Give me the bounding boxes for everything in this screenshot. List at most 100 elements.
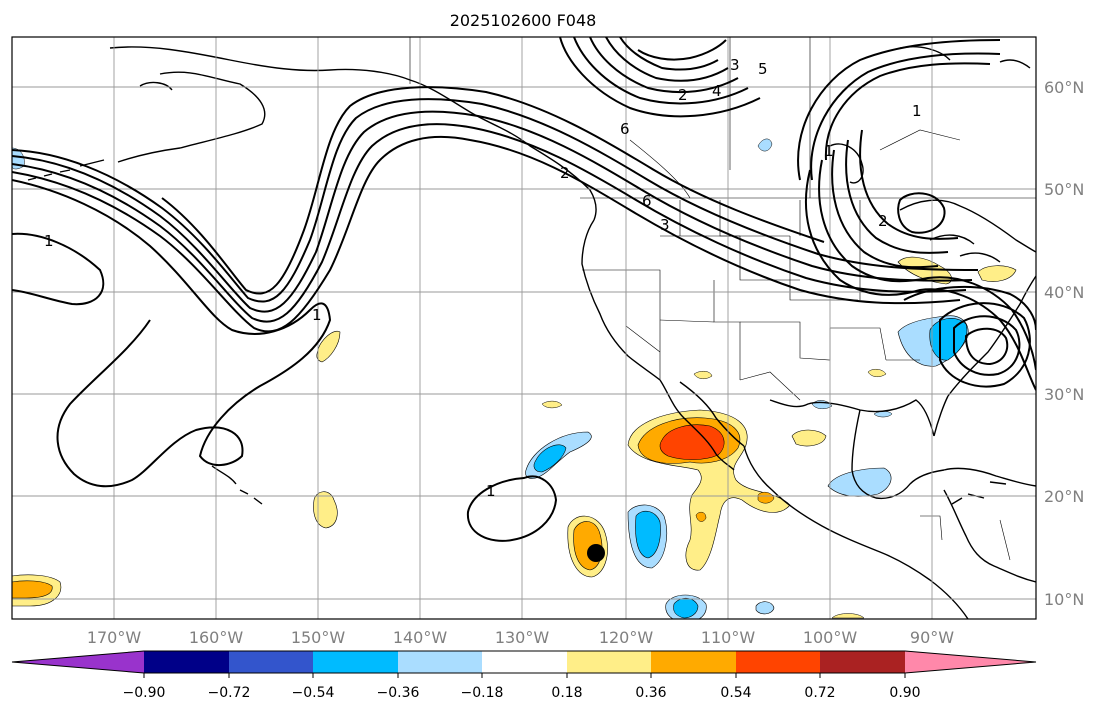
lon-tick-label: 110°W	[701, 628, 756, 647]
fill-yellow-mx	[693, 371, 713, 379]
contour-east-2	[818, 159, 1036, 371]
contour-jet-1	[12, 135, 961, 333]
contour-jet-3	[12, 110, 973, 313]
contour-se-low-4	[903, 285, 1036, 331]
contour-label: 6	[620, 120, 630, 138]
colorbar-segment	[905, 651, 1036, 673]
lon-tick-label: 160°W	[189, 628, 244, 647]
shaded-fields	[12, 138, 1017, 619]
contour-label: 6	[642, 192, 652, 210]
colorbar-label: −0.72	[208, 685, 251, 701]
contour-pacific-1	[12, 179, 332, 488]
contour-canada-5	[619, 37, 719, 71]
fill-blue-patch-4	[755, 601, 775, 615]
lon-tick-label: 120°W	[599, 628, 654, 647]
fill-yellow-gulf-1	[791, 429, 827, 447]
fill-left-orange	[12, 580, 53, 599]
contour-east-1	[804, 169, 1036, 391]
contour-label: 1	[824, 142, 834, 160]
colorbar-segment	[12, 651, 144, 673]
contour-canada-6	[637, 39, 727, 61]
fill-yellow-south	[831, 613, 865, 619]
colorbar-segment	[313, 651, 398, 673]
contour-label: 1	[912, 102, 922, 120]
contour-east-4	[845, 139, 949, 254]
colorbar-segment	[820, 651, 905, 673]
map-title: 2025102600 F048	[450, 11, 597, 30]
map-area: 1 1 1 6 6 2 3 4 5 3 2 1 1 2	[11, 36, 1037, 620]
fill-mexico-orange-2	[695, 511, 707, 522]
contour-label: 3	[730, 56, 740, 74]
lon-tick-label: 90°W	[910, 628, 954, 647]
contour-east-8	[824, 62, 991, 161]
contour-se-low-3	[964, 327, 1009, 366]
contour-label: 2	[678, 86, 688, 104]
lat-tick-label: 50°N	[1044, 180, 1084, 199]
colorbar-label: −0.36	[377, 685, 420, 701]
contour-left-1	[12, 232, 105, 306]
lon-tick-label: 170°W	[87, 628, 142, 647]
contour-canada-2	[573, 37, 749, 105]
colorbar-segment	[398, 651, 482, 673]
fill-blue-patch-2	[533, 444, 567, 473]
lat-tick-label: 10°N	[1044, 590, 1084, 609]
contour-label: 4	[712, 82, 722, 100]
fill-blue-patch-1	[635, 510, 661, 559]
contour-label: 1	[486, 482, 496, 500]
contour-east-5	[859, 129, 959, 240]
fill-yellow-us-2	[977, 265, 1017, 282]
contour-label: 3	[660, 216, 670, 234]
colorbar-segment	[651, 651, 736, 673]
contour-label: 2	[560, 164, 570, 182]
contour-canada-4	[605, 37, 729, 82]
lon-tick-labels: 170°W 160°W 150°W 140°W 130°W 120°W 110°…	[87, 628, 954, 647]
contour-se-low-2	[953, 315, 1021, 376]
fill-canada-blue	[757, 138, 773, 152]
contour-east-7	[810, 52, 1001, 181]
colorbar-label: 0.90	[889, 685, 920, 701]
contours	[12, 37, 1036, 542]
contour-east-3	[831, 149, 939, 269]
contour-label: 5	[758, 60, 768, 78]
colorbar-label: −0.18	[461, 685, 504, 701]
contour-label: 1	[44, 232, 54, 250]
map-frame	[11, 36, 1037, 620]
fill-yellow-us-3	[867, 369, 887, 377]
contour-canada-1	[559, 37, 761, 118]
fill-mexico-orange	[757, 491, 775, 504]
contour-ne-small	[897, 192, 946, 234]
lat-tick-label: 30°N	[1044, 385, 1084, 404]
contour-se-low-1	[939, 302, 1031, 388]
colorbar-segment	[567, 651, 651, 673]
colorbar-segment	[736, 651, 820, 673]
contour-labels: 1 1 1 6 6 2 3 4 5 3 2 1 1 2	[44, 56, 922, 500]
colorbar-label: 0.72	[804, 685, 835, 701]
colorbar: −0.90 −0.72 −0.54 −0.36 −0.18 0.18 0.36 …	[11, 650, 1037, 701]
colorbar-label: 0.54	[720, 685, 751, 701]
contour-canada-3	[589, 37, 739, 94]
fill-yellow-pacific-3	[541, 400, 563, 409]
lon-tick-label: 150°W	[291, 628, 346, 647]
lat-tick-label: 60°N	[1044, 78, 1084, 97]
colorbar-label: −0.54	[292, 685, 335, 701]
fill-blue-patch-3	[673, 597, 699, 619]
colorbar-label: 0.18	[551, 685, 582, 701]
lon-tick-label: 130°W	[495, 628, 550, 647]
lat-tick-label: 20°N	[1044, 487, 1084, 506]
contour-label: 2	[878, 212, 888, 230]
lon-tick-label: 140°W	[393, 628, 448, 647]
colorbar-ticks	[143, 673, 906, 678]
lat-tick-label: 40°N	[1044, 283, 1084, 302]
colorbar-label: 0.36	[635, 685, 666, 701]
lon-tick-label: 100°W	[803, 628, 858, 647]
contour-jet-4	[12, 98, 979, 303]
fill-baja-red	[659, 424, 725, 460]
contour-east-6	[797, 39, 1001, 181]
colorbar-segment	[229, 651, 313, 673]
map-background	[12, 37, 1036, 619]
contour-label: 1	[312, 306, 322, 324]
tropical-dot-marker	[587, 544, 605, 562]
colorbar-segment	[482, 651, 567, 673]
colorbar-segment	[144, 651, 229, 673]
